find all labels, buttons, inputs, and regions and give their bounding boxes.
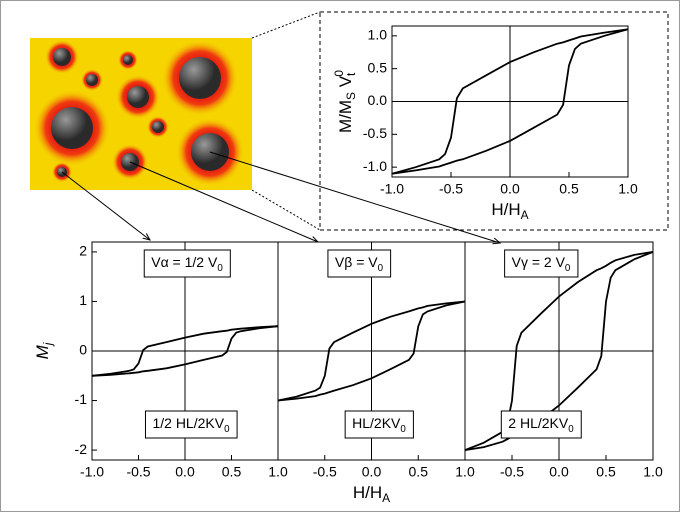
x-tick-label: 1.0 <box>455 464 475 480</box>
annotation-part: Vβ = V <box>335 254 378 270</box>
x-tick-label: 0.0 <box>549 464 569 480</box>
annotation-part: 0 <box>378 263 384 274</box>
y-tick-label: 0.5 <box>368 59 388 75</box>
annotation-part: 0 <box>400 424 406 435</box>
x-tick-label: -0.5 <box>500 464 524 480</box>
hysteresis-curve <box>277 300 466 402</box>
annotation-part: Vα = 1/2 V <box>151 254 218 270</box>
y-tick-label: 0.0 <box>368 92 388 108</box>
annotation: Vγ = 2 V0 <box>512 254 571 274</box>
annotation-part: 1/2 HL/2KV <box>152 415 224 431</box>
annotation: Vα = 1/2 V0 <box>151 254 223 274</box>
x-tick-label: 0.5 <box>596 464 616 480</box>
hysteresis-curve <box>391 28 629 175</box>
y-tick-label: -2 <box>75 441 88 457</box>
x-axis-label: H/HA <box>353 483 390 505</box>
arrow <box>129 161 318 242</box>
x-tick-label: -0.5 <box>439 181 463 197</box>
x-tick-label: 1.0 <box>643 464 663 480</box>
annotation-box <box>143 249 231 278</box>
annotation: 1/2 HL/2KV0 <box>152 415 230 435</box>
zoom-line <box>251 11 321 39</box>
y-axis-label-part: M <box>33 344 52 359</box>
hysteresis-curve <box>464 251 654 451</box>
x-tick-label: -0.5 <box>126 464 150 480</box>
y-tick-label: 1.0 <box>368 27 388 43</box>
x-tick-label: 0.0 <box>175 464 195 480</box>
x-axis-label: H/HA <box>491 200 528 222</box>
annotation-part: 0 <box>568 424 574 435</box>
x-tick-label: -0.5 <box>313 464 337 480</box>
zoom-line <box>251 189 321 231</box>
annotation-part: 2 HL/2KV <box>508 415 569 431</box>
y-axis-label-part: S <box>344 92 358 100</box>
annotation: 2 HL/2KV0 <box>508 415 574 435</box>
y-axis-label-part: t <box>344 72 358 76</box>
y-tick-label: 0 <box>79 342 87 358</box>
arrow <box>61 171 150 240</box>
y-tick-label: 1 <box>79 292 87 308</box>
x-axis-label-part: H/H <box>491 200 520 219</box>
y-axis-label: M/MS Vt0 <box>332 70 358 133</box>
annotation-part: 0 <box>217 263 223 274</box>
x-tick-label: -1.0 <box>380 181 404 197</box>
hysteresis-curve <box>277 300 466 402</box>
annotation-part: 0 <box>224 424 230 435</box>
x-tick-label: 0.5 <box>559 181 579 197</box>
hysteresis-curve <box>91 325 279 377</box>
y-tick-label: -1 <box>75 391 88 407</box>
y-axis-label-part: j <box>41 342 55 347</box>
x-axis-label-part: A <box>382 491 390 505</box>
annotation-box <box>344 410 414 439</box>
y-tick-label: -0.5 <box>363 125 387 141</box>
x-tick-label: 0.0 <box>362 464 382 480</box>
hysteresis-curve <box>391 28 629 175</box>
annotation-part: HL/2KV <box>352 415 401 431</box>
annotation: Vβ = V0 <box>335 254 384 274</box>
arrow <box>209 151 500 243</box>
annotation-part: Vγ = 2 V <box>512 254 566 270</box>
hysteresis-curve <box>91 325 279 377</box>
x-tick-label: 0.5 <box>409 464 429 480</box>
annotation: HL/2KV0 <box>352 415 406 435</box>
x-axis-label-part: H/H <box>353 483 382 502</box>
x-tick-label: 1.0 <box>268 464 288 480</box>
y-tick-label: -1.0 <box>363 158 387 174</box>
y-axis-label-part: V <box>336 75 355 92</box>
y-axis-label-part: M/M <box>336 100 355 133</box>
annotation-box <box>504 249 579 278</box>
annotation-box <box>500 410 582 439</box>
x-tick-label: -1.0 <box>80 464 104 480</box>
y-tick-label: 2 <box>79 243 87 259</box>
annotation-part: 0 <box>565 263 571 274</box>
x-axis-label-part: A <box>521 208 529 222</box>
annotation-box <box>327 249 392 278</box>
inset-frame <box>319 11 669 231</box>
y-axis-label-part: 0 <box>332 70 346 77</box>
x-tick-label: 1.0 <box>618 181 638 197</box>
x-tick-label: 0.0 <box>500 181 520 197</box>
y-axis-label: Mj <box>33 342 55 359</box>
x-tick-label: 0.5 <box>222 464 242 480</box>
annotation-box <box>144 410 238 439</box>
